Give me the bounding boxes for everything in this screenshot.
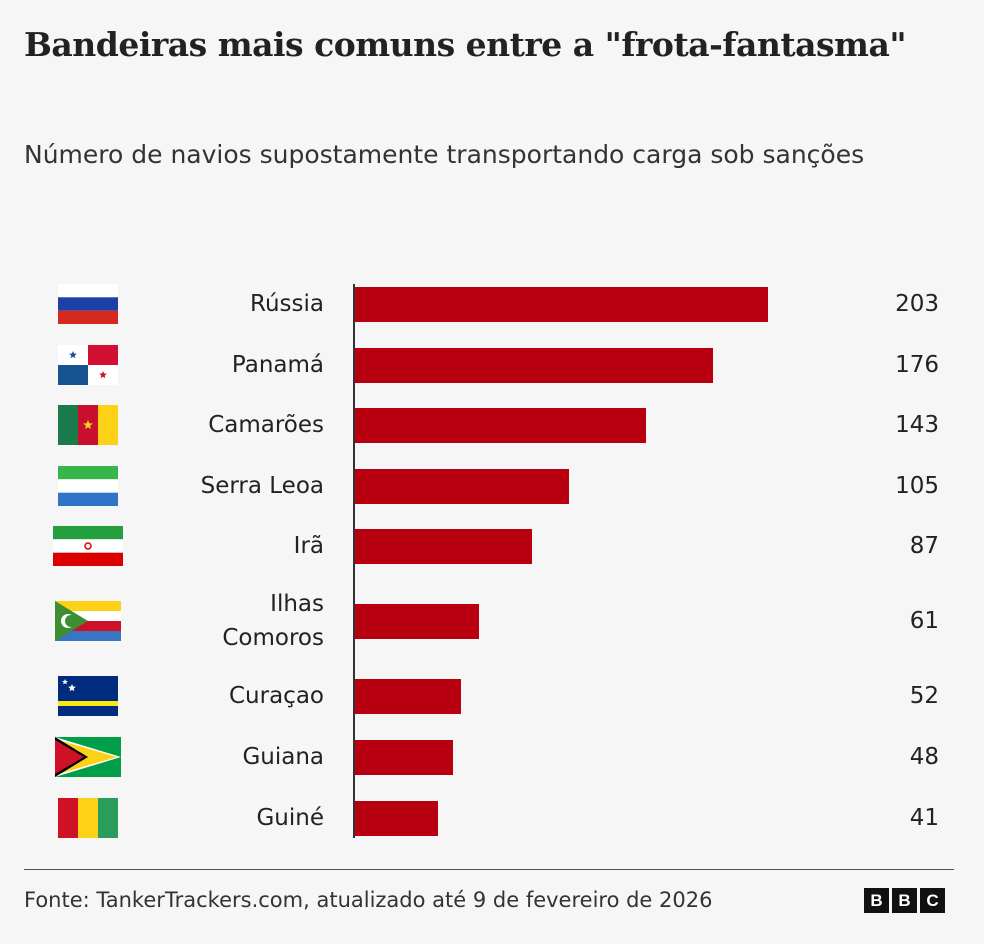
bar (355, 408, 646, 443)
category-label: Curaçao (229, 683, 324, 709)
chart-subtitle: Número de navios supostamente transporta… (24, 140, 865, 169)
bar (355, 604, 480, 639)
value-label: 52 (909, 683, 939, 709)
category-label: Guiné (256, 805, 324, 831)
bar (355, 529, 532, 564)
value-label: 203 (895, 291, 939, 317)
russia-flag-icon (58, 284, 118, 328)
category-label: Ilhas Comoros (222, 591, 324, 651)
bar (355, 287, 768, 322)
value-label: 105 (895, 473, 939, 499)
source-note: Fonte: TankerTrackers.com, atualizado at… (24, 888, 713, 912)
category-label: Guiana (242, 744, 324, 770)
category-label: Panamá (231, 352, 324, 378)
bar (355, 801, 439, 836)
guyana-flag-icon (55, 737, 121, 781)
iran-flag-icon (53, 526, 123, 570)
category-label: Irã (293, 533, 324, 559)
category-label: Rússia (250, 291, 324, 317)
value-label: 176 (895, 352, 939, 378)
value-label: 41 (909, 805, 939, 831)
value-label: 143 (895, 412, 939, 438)
bbc-logo-letter: B (864, 888, 889, 913)
sierra-leone-flag-icon (58, 466, 118, 510)
bbc-logo: B B C (864, 888, 945, 913)
bar (355, 469, 569, 504)
chart-title: Bandeiras mais comuns entre a "frota-fan… (24, 25, 907, 64)
bar (355, 348, 714, 383)
bbc-logo-letter: C (920, 888, 945, 913)
bar (355, 679, 461, 714)
value-label: 61 (909, 608, 939, 634)
cameroon-flag-icon (58, 405, 118, 449)
guinea-flag-icon (58, 798, 118, 842)
comoros-flag-icon (55, 601, 121, 645)
bar (355, 740, 453, 775)
y-axis-line (353, 284, 355, 838)
category-label: Serra Leoa (200, 473, 324, 499)
value-label: 87 (909, 533, 939, 559)
curacao-flag-icon (58, 676, 118, 720)
footer-divider (24, 869, 954, 870)
bbc-logo-letter: B (892, 888, 917, 913)
category-label: Camarões (208, 412, 324, 438)
value-label: 48 (909, 744, 939, 770)
panama-flag-icon (58, 345, 118, 389)
